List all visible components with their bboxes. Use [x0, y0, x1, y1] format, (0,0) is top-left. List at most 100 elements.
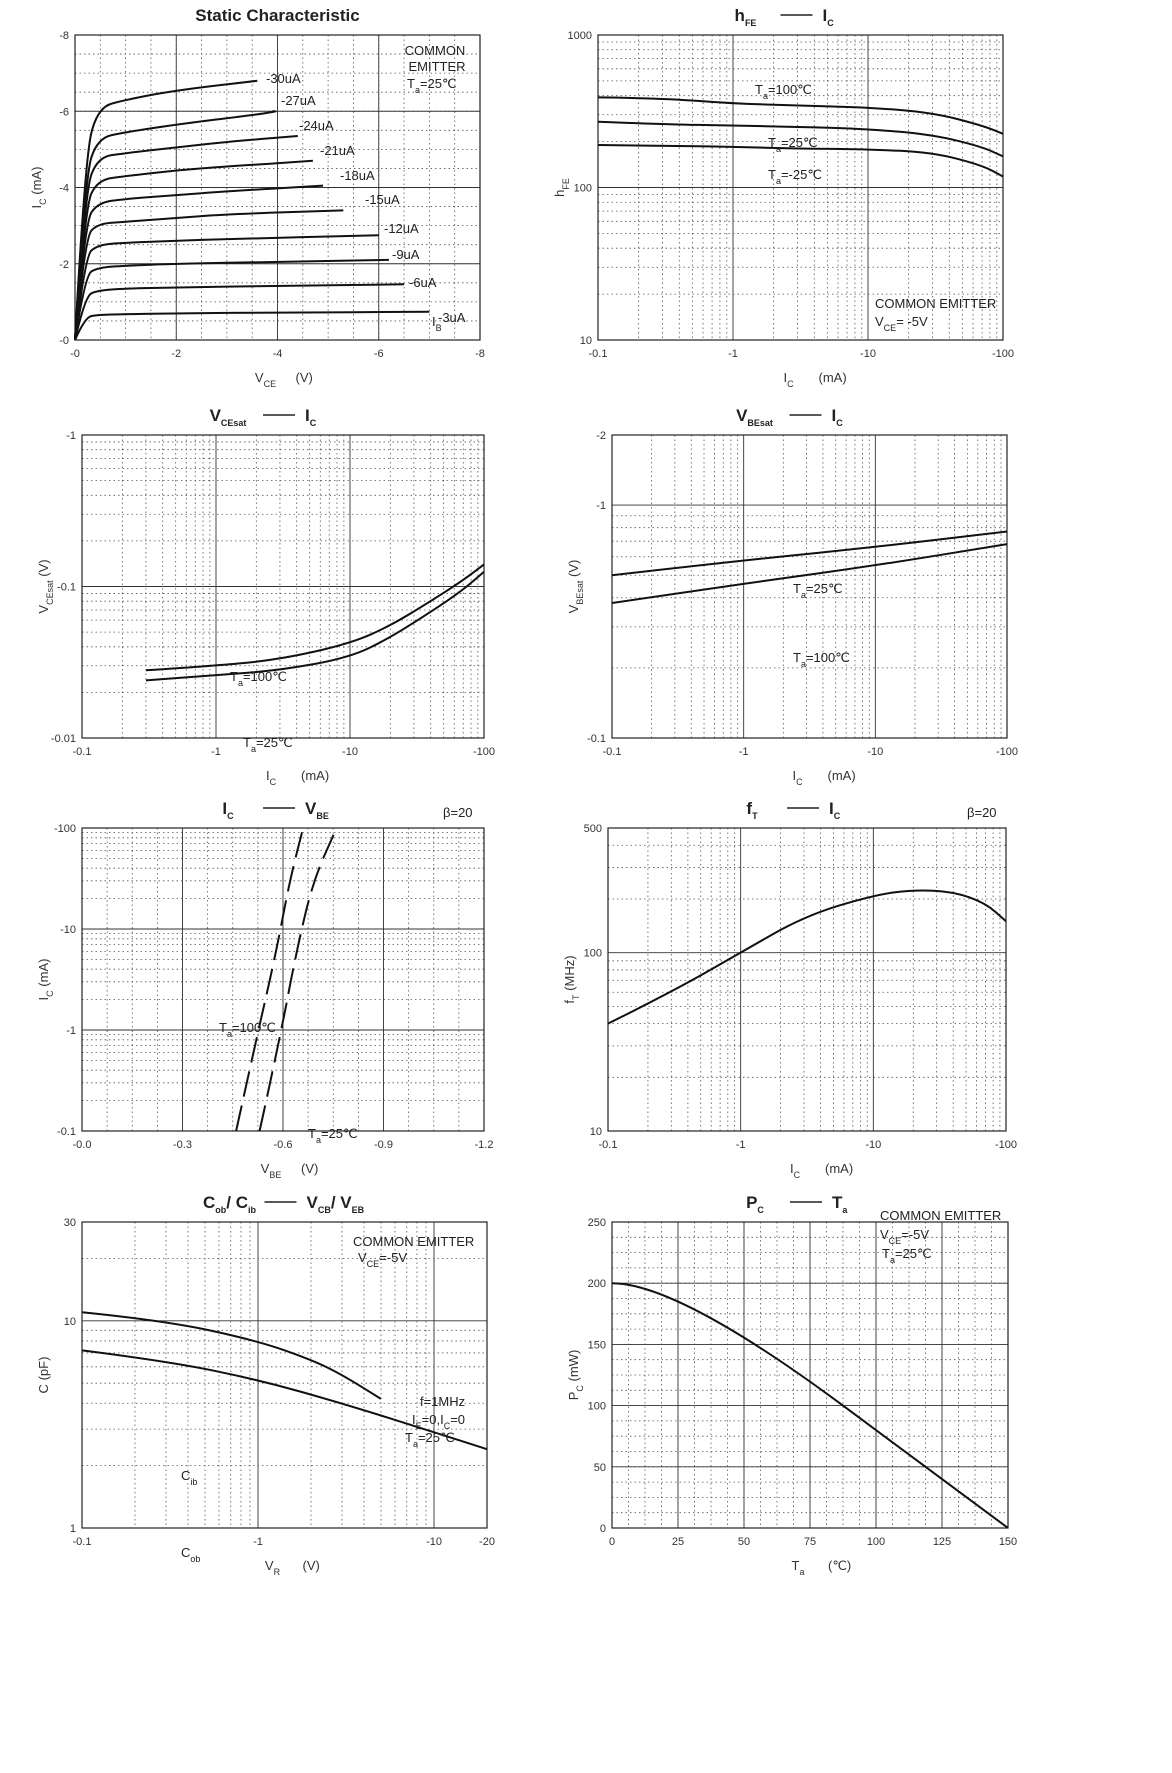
- chart-title: Cob/ Cib: [203, 1193, 257, 1215]
- chart-title-part: P: [746, 1193, 757, 1212]
- x-tick-label-part: -1: [736, 1139, 746, 1151]
- series-label-part: T: [243, 735, 251, 750]
- x-tick-label: 0: [609, 1536, 615, 1548]
- series-label-part: T: [219, 1020, 227, 1035]
- annotation: β=20: [443, 805, 473, 820]
- annotation-part: =25℃: [895, 1246, 932, 1261]
- chart-title: VCEsat: [210, 406, 247, 428]
- x-tick-label-part: -20: [479, 1536, 495, 1548]
- x-tick-label-part: -10: [342, 746, 358, 758]
- x-tick-label: -0.1: [73, 746, 92, 758]
- y-tick-label: -1: [66, 430, 76, 442]
- x-axis-unit: (V): [301, 1161, 318, 1176]
- y-tick-label: 10: [64, 1316, 76, 1328]
- y-axis-label: VBEsat (V): [566, 560, 585, 614]
- series-label: -9uA: [392, 247, 420, 262]
- y-tick-label-part: -0: [59, 335, 69, 347]
- chart-title-part: V: [736, 406, 748, 425]
- y-tick-label: 250: [588, 1217, 606, 1229]
- chart-title-right: IC: [832, 406, 844, 428]
- annotation-part: T: [882, 1246, 890, 1261]
- y-tick-label-part: -0.01: [51, 733, 76, 745]
- y-tick-label-part: 1: [70, 1523, 76, 1535]
- series-label-part: T: [768, 167, 776, 182]
- x-axis-label: VBE: [261, 1161, 282, 1180]
- series-label-part: -6uA: [409, 275, 437, 290]
- y-tick-label-part: -4: [59, 183, 69, 195]
- y-axis-label-part: (MHz): [562, 955, 577, 990]
- chart-title: PC: [746, 1193, 764, 1215]
- y-tick-label-part: 1000: [568, 30, 592, 42]
- chart-grid: [82, 1222, 487, 1528]
- y-tick-label-part: -6: [59, 106, 69, 118]
- x-axis-unit: (mA): [301, 768, 329, 783]
- x-tick-label: -10: [867, 746, 883, 758]
- x-tick-label-part: 25: [672, 1536, 684, 1548]
- y-tick-label-part: -100: [54, 823, 76, 835]
- x-axis-label-part: V: [255, 370, 264, 385]
- chart-grid: [608, 828, 1006, 1131]
- x-tick-label: -100: [992, 348, 1014, 360]
- chart-title-right: VCB/ VEB: [307, 1193, 365, 1215]
- series-label: Ta=-25℃: [768, 167, 822, 186]
- x-tick-label: -8: [475, 348, 485, 360]
- x-axis-label: VR: [265, 1558, 281, 1577]
- y-tick-label: 500: [584, 823, 602, 835]
- y-tick-label-part: 250: [588, 1217, 606, 1229]
- chart-title-right-part: a: [842, 1205, 848, 1215]
- series-label-part: =25℃: [256, 735, 293, 750]
- series-label: -18uA: [340, 168, 375, 183]
- chart-title-right: Ta: [832, 1193, 848, 1215]
- y-tick-label: 1: [70, 1523, 76, 1535]
- chart-title-right-part: EB: [352, 1205, 365, 1215]
- y-tick-label: 100: [584, 948, 602, 960]
- x-tick-label: -10: [342, 746, 358, 758]
- y-tick-label: 150: [588, 1339, 606, 1351]
- x-axis-label: IC: [783, 370, 794, 389]
- x-tick-label-part: -1: [739, 746, 749, 758]
- ib-prefix-part: B: [436, 323, 442, 333]
- annotation-part: =0,I: [422, 1412, 444, 1427]
- chart-title: IC: [222, 799, 234, 821]
- chart-title-part: C: [227, 811, 234, 821]
- annotation-part: T: [405, 1430, 413, 1445]
- x-tick-label: -0.0: [73, 1139, 92, 1151]
- x-tick-label-part: -0.6: [274, 1139, 293, 1151]
- x-tick-label-part: -0.9: [374, 1139, 393, 1151]
- chart-title-right-part: V: [305, 799, 317, 818]
- chart-title: Static Characteristic: [195, 6, 359, 25]
- series-label: -6uA: [409, 275, 437, 290]
- annotation-part: COMMON EMITTER: [875, 296, 996, 311]
- annotation-part: f=1MHz: [420, 1394, 465, 1409]
- series-line-2: [146, 572, 484, 681]
- chart-title-right-part: C: [827, 18, 834, 28]
- y-axis-label-part: (V): [566, 560, 581, 577]
- x-tick-label-part: -10: [867, 746, 883, 758]
- x-axis-unit-part: (mA): [301, 768, 329, 783]
- y-tick-label-part: 0: [600, 1523, 606, 1535]
- y-tick-label: -6: [59, 106, 69, 118]
- series-label-part: -9uA: [392, 247, 420, 262]
- chart-grid: [82, 828, 484, 1131]
- series-label: Ta=100℃: [755, 82, 812, 101]
- x-axis-unit: (mA): [825, 1161, 853, 1176]
- series-label: Ta=25℃: [308, 1126, 358, 1145]
- x-tick-label-part: 0: [609, 1536, 615, 1548]
- x-axis-label: IC: [790, 1161, 801, 1180]
- x-axis-label-part: a: [799, 1567, 804, 1577]
- x-axis-label-part: C: [787, 379, 794, 389]
- annotation: EMITTER: [408, 59, 465, 74]
- y-tick-label: 10: [590, 1126, 602, 1138]
- y-tick-label-part: 10: [590, 1126, 602, 1138]
- series-label-part: ob: [190, 1554, 200, 1564]
- x-tick-label: -10: [426, 1536, 442, 1548]
- chart-title-part: ib: [248, 1205, 257, 1215]
- x-tick-label-part: -0.1: [603, 746, 622, 758]
- series-line-1: [146, 564, 484, 670]
- x-tick-label: -1: [736, 1139, 746, 1151]
- y-tick-label-part: -0.1: [57, 582, 76, 594]
- x-tick-label: -100: [995, 1139, 1017, 1151]
- x-tick-label-part: -0: [70, 348, 80, 360]
- chart-title: VBEsat: [736, 406, 773, 428]
